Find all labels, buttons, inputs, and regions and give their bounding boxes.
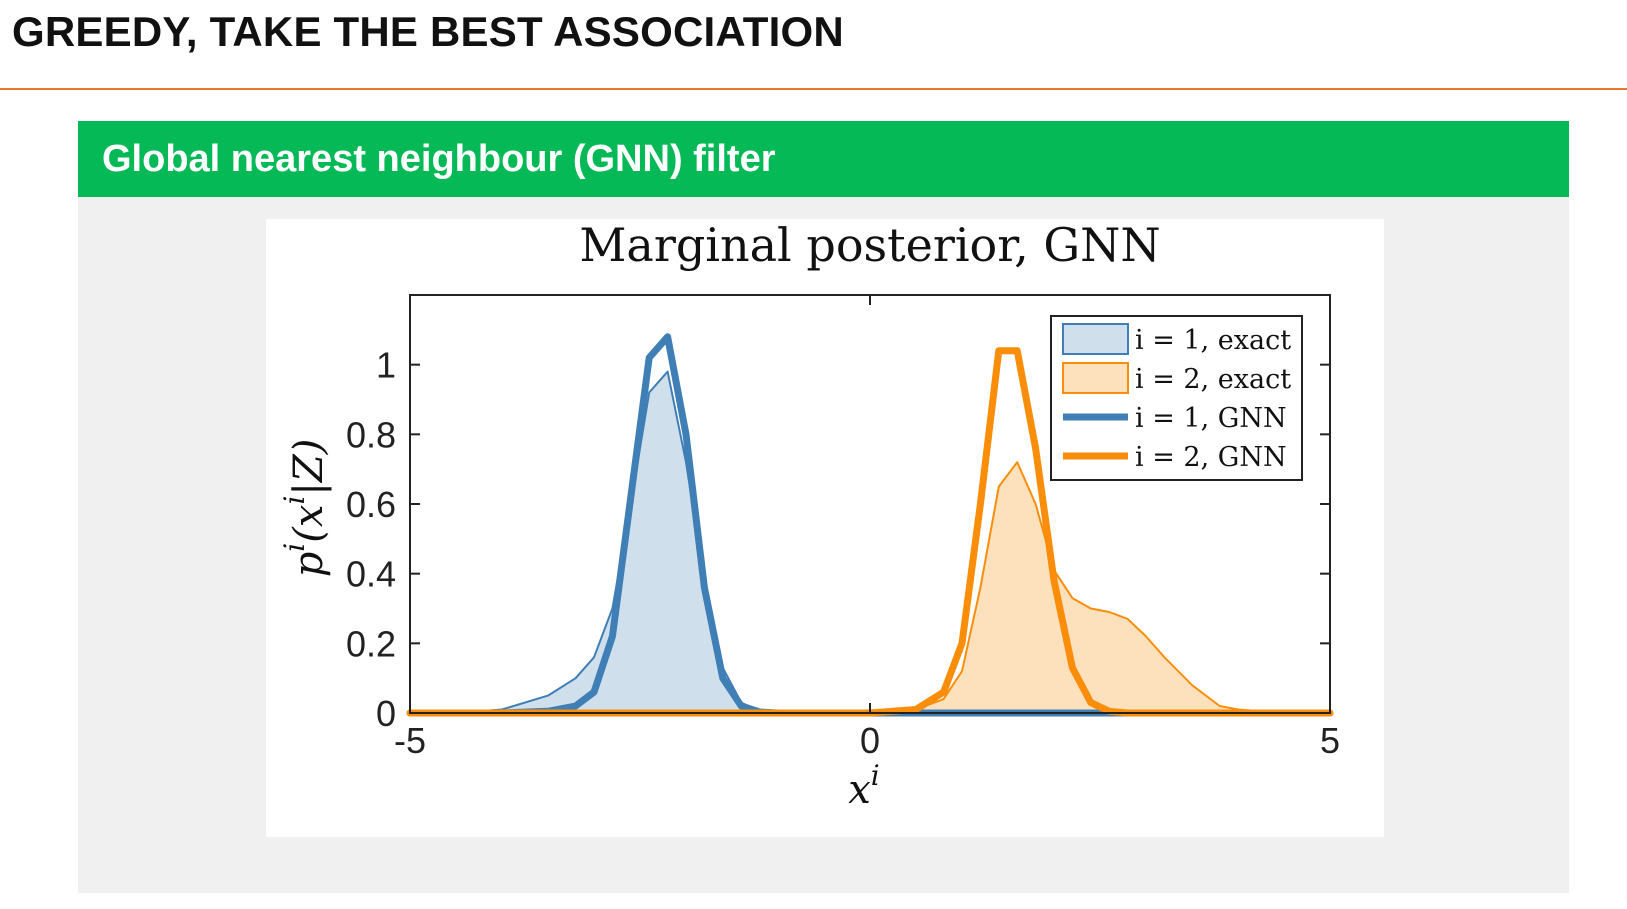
title-divider: [0, 88, 1627, 90]
y-tick-label: 0: [376, 693, 396, 734]
series-area-1: [410, 371, 1330, 713]
x-tick-label: 5: [1320, 720, 1340, 761]
y-tick-label: 0.8: [346, 414, 396, 455]
chart-figure: Marginal posterior, GNN 0 0.2 0.4 0.6 0.8 1 -5 0…: [266, 219, 1384, 837]
legend-label-3: i = 1, GNN: [1135, 403, 1287, 434]
legend-label-1: i = 1, exact: [1135, 325, 1291, 356]
block-title: Global nearest neighbour (GNN) filter: [102, 138, 776, 180]
legend-swatch-2: [1062, 362, 1129, 394]
y-tick-label: 0.6: [346, 484, 396, 525]
series-area-2: [410, 462, 1330, 713]
legend-swatch-1: [1062, 323, 1129, 355]
legend: i = 1, exact i = 2, exact i = 1, GNN i = 2,…: [1050, 315, 1303, 481]
chart-title: Marginal posterior, GNN: [579, 219, 1160, 272]
x-tick-label: 0: [860, 720, 880, 761]
y-tick-label: 1: [376, 345, 396, 386]
y-axis-label: pi(xi|Z): [278, 439, 332, 578]
x-tick-label: -5: [394, 720, 426, 761]
block-header: Global nearest neighbour (GNN) filter: [78, 121, 1569, 197]
series-outline-2: [410, 461, 1330, 714]
content-block: Global nearest neighbour (GNN) filter Ma…: [78, 121, 1569, 893]
y-tick-label: 0.2: [346, 623, 396, 664]
legend-label-4: i = 2, GNN: [1135, 442, 1287, 473]
legend-label-2: i = 2, exact: [1135, 364, 1291, 395]
y-tick-label: 0.4: [346, 554, 396, 595]
slide-title: GREEDY, TAKE THE BEST ASSOCIATION: [12, 8, 844, 55]
x-axis-label: xi: [848, 759, 880, 813]
